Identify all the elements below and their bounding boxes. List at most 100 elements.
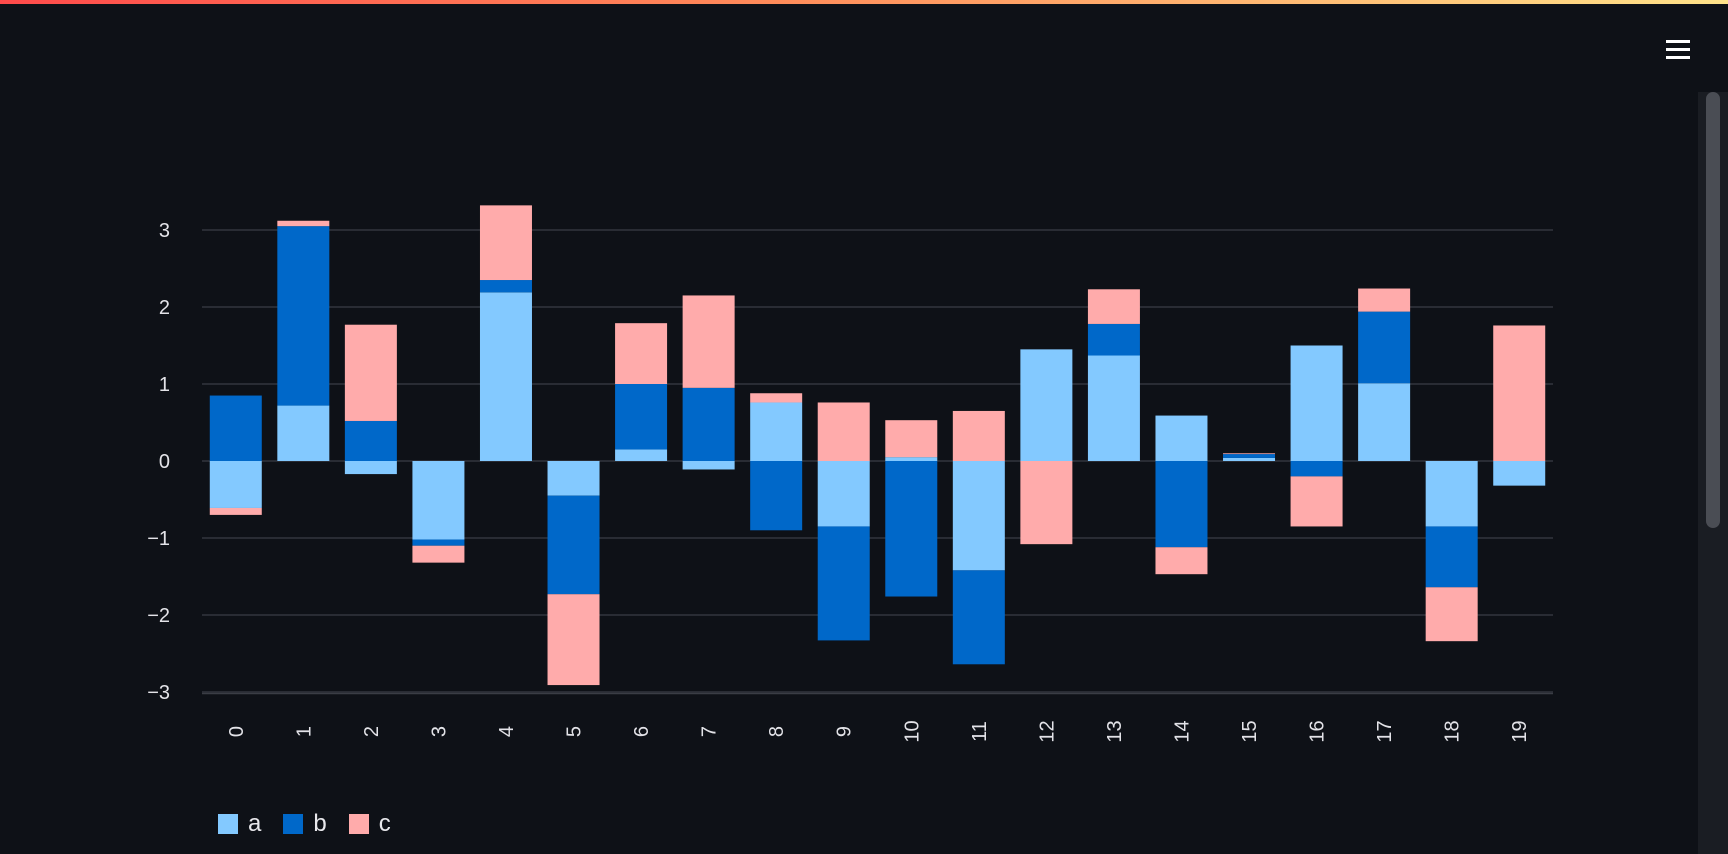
bar-b-11[interactable] <box>952 570 1005 665</box>
legend-swatch-b <box>283 814 304 834</box>
x-tick-label: 2 <box>361 726 383 737</box>
bar-b-2[interactable] <box>344 420 397 461</box>
x-tick-label: 12 <box>1036 720 1058 742</box>
legend-item-b[interactable]: b <box>283 810 327 837</box>
bar-a-0[interactable] <box>209 461 262 508</box>
legend-label: c <box>378 810 391 837</box>
stacked-bar-chart: 3 2 1 0 −1 −2 −3 0 1 2 3 4 5 6 7 8 9 10 11 12 13 14 15 16 17 18 1… <box>0 80 1690 854</box>
grid-lines <box>202 229 1553 695</box>
bar-a-5[interactable] <box>547 461 600 496</box>
bar-b-15[interactable] <box>1223 454 1276 458</box>
bar-a-3[interactable] <box>412 461 465 540</box>
bar-c-11[interactable] <box>952 410 1005 461</box>
bar-c-12[interactable] <box>1020 461 1073 545</box>
scrollbar-thumb[interactable] <box>1706 92 1720 528</box>
bar-b-9[interactable] <box>817 526 870 641</box>
bar-c-10[interactable] <box>885 420 938 458</box>
bar-c-2[interactable] <box>344 324 397 421</box>
bar-a-2[interactable] <box>344 461 397 475</box>
bar-a-19[interactable] <box>1493 461 1546 486</box>
bar-c-6[interactable] <box>615 323 668 384</box>
legend-label: b <box>313 810 327 837</box>
hamburger-menu-icon <box>1666 40 1690 59</box>
x-tick-label: 19 <box>1509 720 1531 742</box>
bar-b-5[interactable] <box>547 495 600 595</box>
bar-a-15[interactable] <box>1223 457 1276 461</box>
x-tick-label: 14 <box>1171 720 1193 742</box>
bar-c-18[interactable] <box>1425 587 1478 642</box>
y-tick-label: 0 <box>159 451 170 473</box>
bars <box>209 205 1546 686</box>
legend-label: a <box>248 810 262 837</box>
bar-a-9[interactable] <box>817 461 870 527</box>
y-tick-label: 3 <box>159 220 170 242</box>
bar-c-0[interactable] <box>209 507 262 515</box>
bar-b-17[interactable] <box>1358 311 1411 384</box>
bar-a-6[interactable] <box>615 449 668 461</box>
x-tick-label: 3 <box>428 726 450 737</box>
bar-a-17[interactable] <box>1358 383 1411 461</box>
bar-a-1[interactable] <box>277 405 330 461</box>
bar-a-14[interactable] <box>1155 415 1208 461</box>
legend-item-a[interactable]: a <box>218 812 261 836</box>
bar-c-14[interactable] <box>1155 547 1208 575</box>
bar-a-13[interactable] <box>1087 355 1140 461</box>
bar-c-4[interactable] <box>479 205 532 281</box>
bar-b-4[interactable] <box>479 280 532 293</box>
bar-a-18[interactable] <box>1425 461 1478 527</box>
y-tick-label: 2 <box>159 297 170 319</box>
bar-a-11[interactable] <box>952 461 1005 571</box>
x-tick-label: 18 <box>1442 720 1464 742</box>
x-tick-label: 17 <box>1374 720 1396 742</box>
legend-item-c[interactable]: c <box>348 810 391 837</box>
bar-b-14[interactable] <box>1155 461 1208 548</box>
y-tick-label: −3 <box>147 682 170 704</box>
bar-c-1[interactable] <box>277 220 330 227</box>
x-tick-label: 5 <box>564 726 586 737</box>
bar-b-1[interactable] <box>277 226 330 406</box>
x-tick-label: 0 <box>226 726 248 737</box>
y-tick-label: −2 <box>147 605 170 627</box>
x-tick-label: 8 <box>766 726 788 737</box>
bar-b-0[interactable] <box>209 395 262 461</box>
bar-b-3[interactable] <box>412 539 465 546</box>
bar-b-6[interactable] <box>615 384 668 450</box>
bar-b-13[interactable] <box>1087 323 1140 356</box>
bar-c-15[interactable] <box>1223 453 1276 455</box>
x-tick-label: 10 <box>901 720 923 742</box>
bar-b-10[interactable] <box>885 461 938 597</box>
bar-a-10[interactable] <box>885 457 938 461</box>
bar-c-19[interactable] <box>1493 325 1546 461</box>
bar-c-5[interactable] <box>547 594 600 686</box>
y-tick-label: −1 <box>147 528 170 550</box>
y-tick-label: 1 <box>159 374 170 396</box>
bar-b-7[interactable] <box>682 387 735 461</box>
x-tick-label: 9 <box>834 726 856 737</box>
bar-a-12[interactable] <box>1020 349 1073 461</box>
x-tick-label: 15 <box>1239 720 1261 742</box>
x-tick-label: 4 <box>496 726 518 737</box>
bar-c-16[interactable] <box>1290 476 1343 527</box>
main-menu-button[interactable] <box>1656 34 1700 66</box>
x-tick-label: 6 <box>631 726 653 737</box>
bar-c-3[interactable] <box>412 545 465 563</box>
bar-b-8[interactable] <box>750 461 803 531</box>
bar-c-17[interactable] <box>1358 288 1411 312</box>
bar-c-9[interactable] <box>817 402 870 461</box>
bar-c-8[interactable] <box>750 393 803 403</box>
bar-a-7[interactable] <box>682 461 735 470</box>
bar-b-18[interactable] <box>1425 526 1478 588</box>
bar-a-8[interactable] <box>750 402 803 461</box>
x-tick-label: 1 <box>293 726 315 737</box>
bar-a-4[interactable] <box>479 292 532 461</box>
bar-c-13[interactable] <box>1087 289 1140 324</box>
legend-swatch-c <box>348 814 369 834</box>
top-decoration-bar <box>0 0 1728 4</box>
bar-b-16[interactable] <box>1290 461 1343 477</box>
bar-c-7[interactable] <box>682 295 735 388</box>
y-axis-ticks: 3 2 1 0 −1 −2 −3 <box>147 220 170 704</box>
chart-legend: a b c <box>218 810 413 838</box>
bar-a-16[interactable] <box>1290 345 1343 462</box>
x-tick-label: 13 <box>1104 720 1126 742</box>
